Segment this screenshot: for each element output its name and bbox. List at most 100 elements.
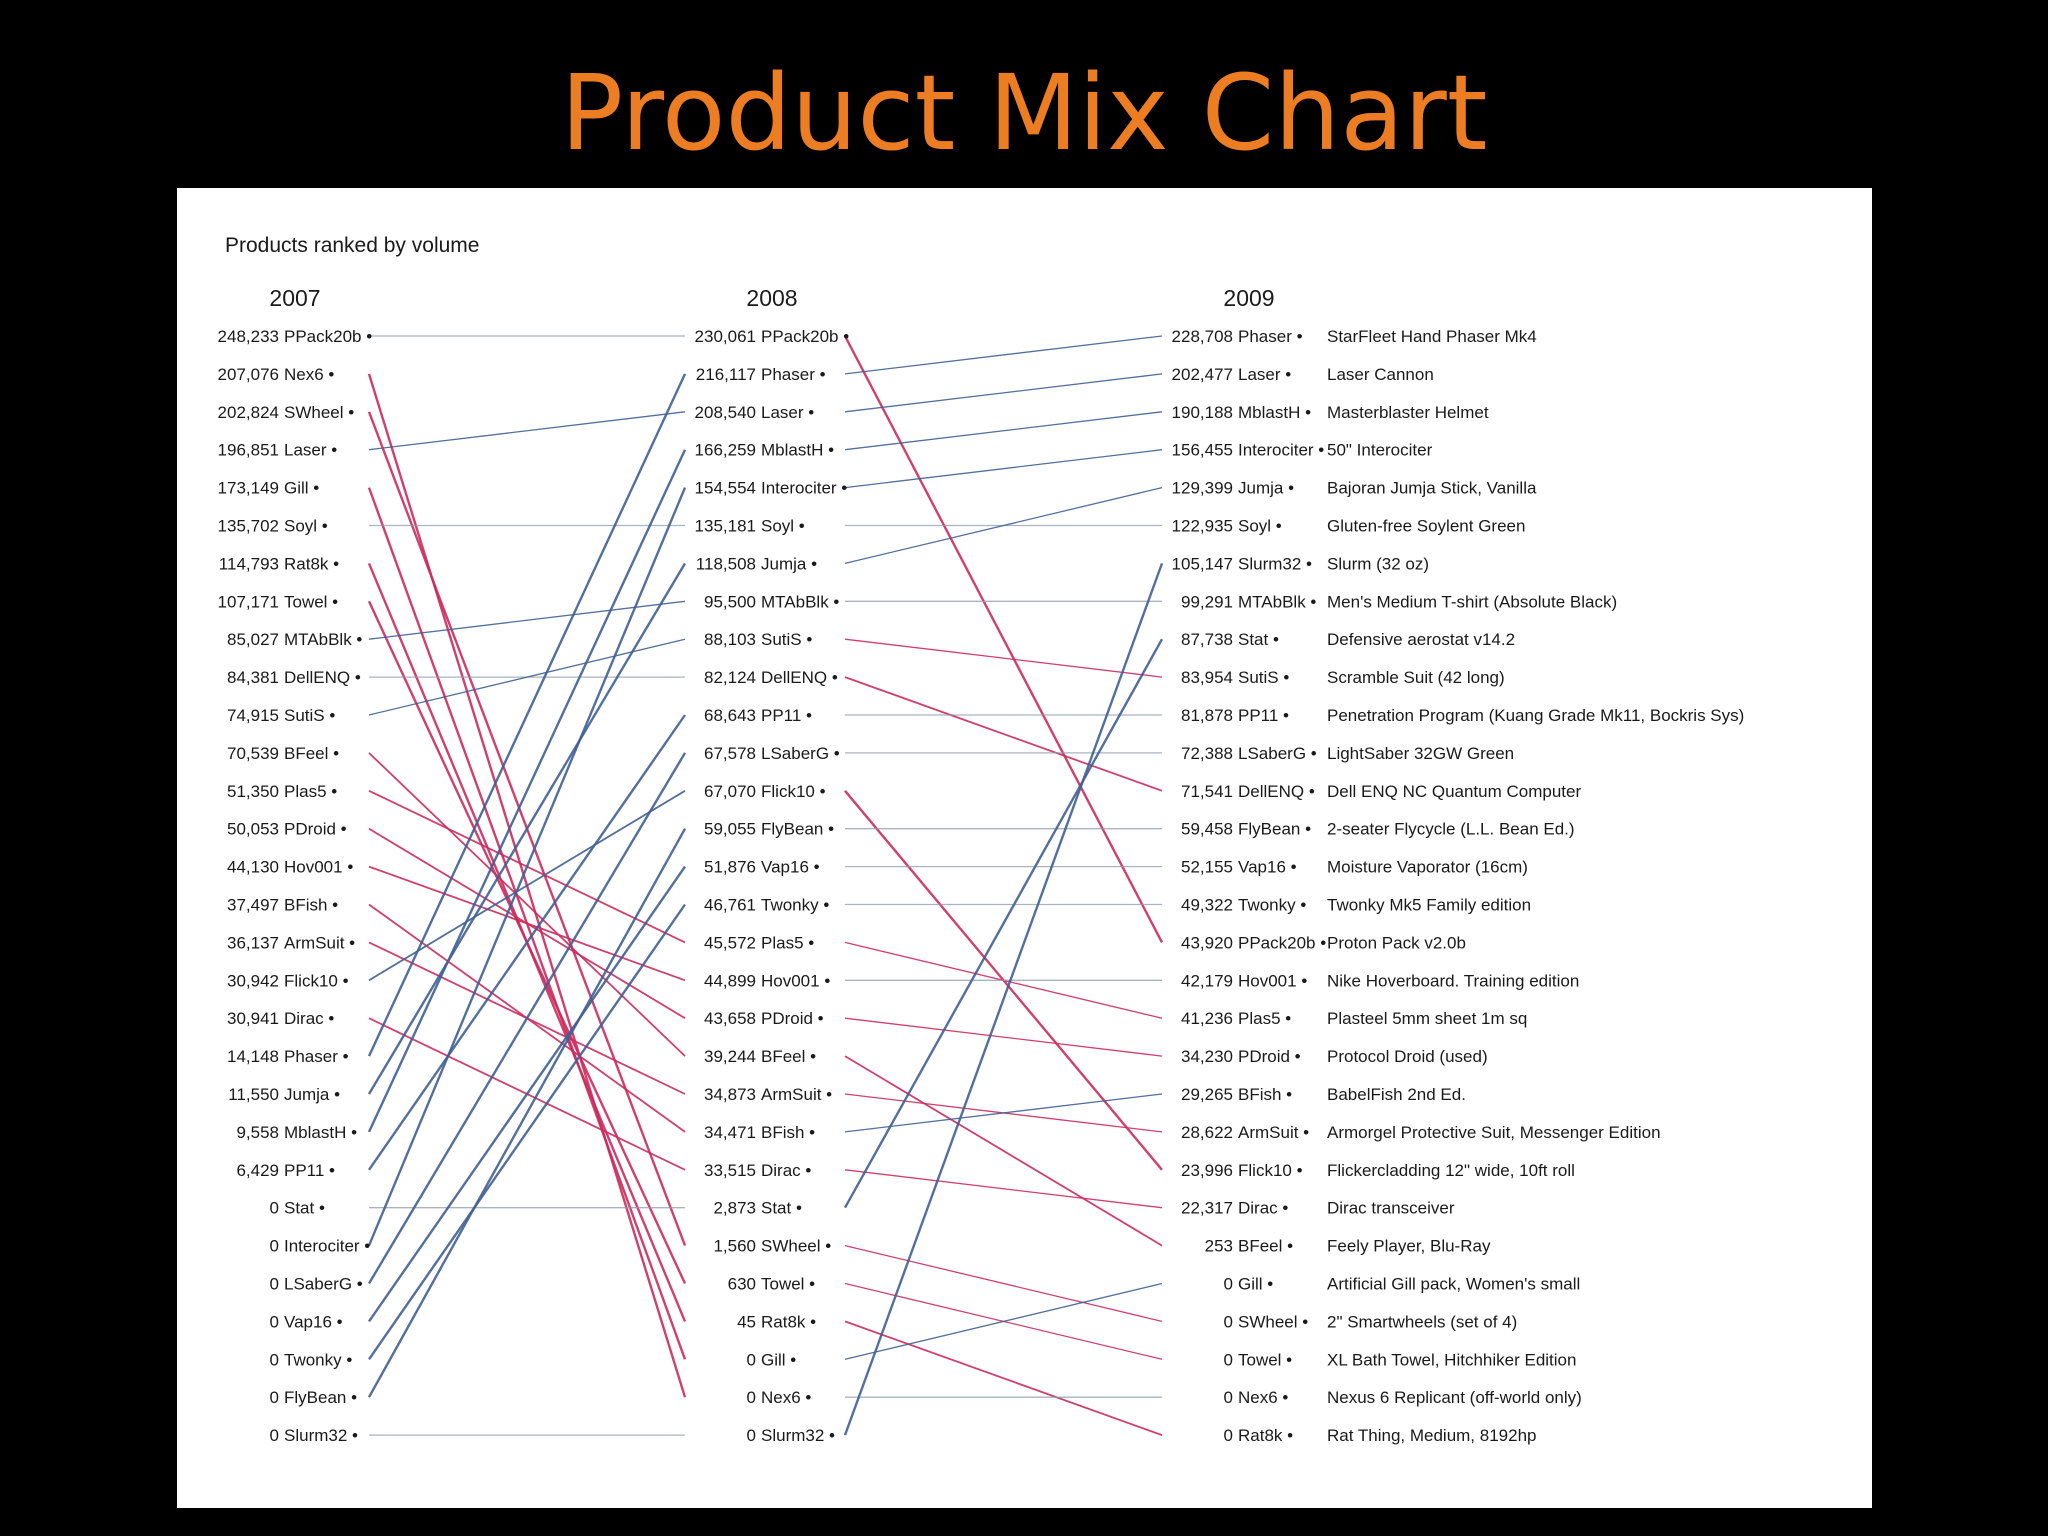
value-label-2009-SutiS: 83,954 (1181, 668, 1233, 687)
value-label-2009-Jumja: 129,399 (1172, 479, 1233, 498)
value-label-2008-SWheel: 1,560 (713, 1237, 756, 1256)
value-label-2009-Gill: 0 (1224, 1275, 1233, 1294)
code-label-2009-BFish: BFish • (1238, 1085, 1292, 1104)
value-label-2008-Laser: 208,540 (695, 403, 756, 422)
value-label-2008-Flick10: 67,070 (704, 782, 756, 801)
desc-label-Towel: XL Bath Towel, Hitchhiker Edition (1327, 1350, 1576, 1369)
code-label-2008-Laser: Laser • (761, 403, 814, 422)
desc-label-Jumja: Bajoran Jumja Stick, Vanilla (1327, 479, 1537, 498)
value-label-2007-FlyBean: 0 (270, 1388, 279, 1407)
code-label-2009-BFeel: BFeel • (1238, 1237, 1293, 1256)
value-label-2007-DellENQ: 84,381 (227, 668, 279, 687)
code-label-2007-PP11: PP11 • (284, 1161, 335, 1180)
year-label-2008: 2008 (746, 285, 797, 311)
value-label-2007-PPack20b: 248,233 (218, 327, 279, 346)
slope-line-2008-Interociter (844, 449, 1163, 489)
value-label-2007-Plas5: 51,350 (227, 782, 279, 801)
code-label-2009-PDroid: PDroid • (1238, 1047, 1301, 1066)
value-label-2007-BFeel: 70,539 (227, 744, 279, 763)
value-label-2008-Nex6: 0 (747, 1388, 756, 1407)
slope-line-2007-Hov001 (368, 865, 686, 982)
desc-label-SutiS: Scramble Suit (42 long) (1327, 668, 1505, 687)
desc-label-Gill: Artificial Gill pack, Women's small (1327, 1275, 1580, 1294)
code-label-2007-Laser: Laser • (284, 441, 337, 460)
value-label-2007-BFish: 37,497 (227, 896, 279, 915)
value-label-2007-Dirac: 30,941 (227, 1009, 279, 1028)
column-labels: 248,233 PPack20b • 207,076 Nex6 • 202,824 SWh… (218, 327, 1745, 1445)
value-label-2008-Hov001: 44,899 (704, 971, 756, 990)
slope-line-2007-Laser (368, 411, 686, 451)
value-label-2008-Twonky: 46,761 (704, 896, 756, 915)
value-label-2008-SutiS: 88,103 (704, 630, 756, 649)
code-label-2009-FlyBean: FlyBean • (1238, 820, 1311, 839)
value-label-2008-PPack20b: 230,061 (695, 327, 756, 346)
value-label-2008-MTAbBlk: 95,500 (704, 592, 756, 611)
desc-label-BFish: BabelFish 2nd Ed. (1327, 1085, 1466, 1104)
value-label-2009-Hov001: 42,179 (1181, 971, 1233, 990)
year-label-2007: 2007 (269, 285, 320, 311)
value-label-2007-SWheel: 202,824 (218, 403, 279, 422)
value-label-2008-Rat8k: 45 (737, 1312, 756, 1331)
code-label-2008-PP11: PP11 • (761, 706, 812, 725)
desc-label-Phaser: StarFleet Hand Phaser Mk4 (1327, 327, 1537, 346)
code-label-2007-Rat8k: Rat8k • (284, 554, 339, 573)
value-label-2009-LSaberG: 72,388 (1181, 744, 1233, 763)
code-label-2007-SWheel: SWheel • (284, 403, 354, 422)
desc-label-Soyl: Gluten-free Soylent Green (1327, 517, 1525, 536)
code-label-2009-Gill: Gill • (1238, 1275, 1273, 1294)
slope-line-2008-Dirac (844, 1169, 1163, 1209)
desc-label-PPack20b: Proton Pack v2.0b (1327, 933, 1466, 952)
value-label-2007-LSaberG: 0 (270, 1275, 279, 1294)
slope-line-2008-SutiS (844, 638, 1163, 678)
value-label-2009-FlyBean: 59,458 (1181, 820, 1233, 839)
code-label-2008-MblastH: MblastH • (761, 441, 834, 460)
value-label-2007-Vap16: 0 (270, 1312, 279, 1331)
slope-chart: Products ranked by volume 2007 2008 2009… (218, 234, 1745, 1445)
code-label-2009-Slurm32: Slurm32 • (1238, 554, 1312, 573)
value-label-2007-Hov001: 44,130 (227, 858, 279, 877)
value-label-2007-Interociter: 0 (270, 1237, 279, 1256)
value-label-2009-DellENQ: 71,541 (1181, 782, 1233, 801)
slope-line-2008-Laser (844, 373, 1163, 413)
code-label-2007-ArmSuit: ArmSuit • (284, 933, 355, 952)
value-label-2009-BFish: 29,265 (1181, 1085, 1233, 1104)
code-label-2008-MTAbBlk: MTAbBlk • (761, 592, 839, 611)
value-label-2009-Laser: 202,477 (1172, 365, 1233, 384)
value-label-2008-Towel: 630 (728, 1275, 756, 1294)
code-label-2009-Plas5: Plas5 • (1238, 1009, 1291, 1028)
value-label-2008-BFish: 34,471 (704, 1123, 756, 1142)
value-label-2008-BFeel: 39,244 (704, 1047, 756, 1066)
slope-line-2008-Slurm32 (843, 562, 1164, 1436)
chart-panel: Products ranked by volume 2007 2008 2009… (177, 188, 1872, 1508)
slope-line-2008-SWheel (844, 1244, 1163, 1323)
desc-label-DellENQ: Dell ENQ NC Quantum Computer (1327, 782, 1581, 801)
desc-label-Hov001: Nike Hoverboard. Training edition (1327, 971, 1579, 990)
value-label-2009-Vap16: 52,155 (1181, 858, 1233, 877)
value-label-2008-Vap16: 51,876 (704, 858, 756, 877)
desc-label-PDroid: Protocol Droid (used) (1327, 1047, 1488, 1066)
slope-line-2007-Phaser (367, 373, 687, 1057)
value-label-2008-Soyl: 135,181 (695, 517, 756, 536)
code-label-2009-MblastH: MblastH • (1238, 403, 1311, 422)
slope-line-2007-Vap16 (368, 865, 686, 1323)
value-label-2008-Jumja: 118,508 (696, 554, 756, 573)
value-label-2009-MTAbBlk: 99,291 (1181, 592, 1233, 611)
code-label-2007-SutiS: SutiS • (284, 706, 335, 725)
slope-line-2008-BFish (844, 1093, 1163, 1133)
slope-line-2008-MblastH (844, 411, 1163, 451)
value-label-2009-Plas5: 41,236 (1181, 1009, 1233, 1028)
slope-line-2007-Flick10 (368, 790, 686, 982)
desc-label-Laser: Laser Cannon (1327, 365, 1434, 384)
desc-label-MTAbBlk: Men's Medium T-shirt (Absolute Black) (1327, 592, 1617, 611)
value-label-2007-Flick10: 30,942 (227, 971, 279, 990)
code-label-2007-DellENQ: DellENQ • (284, 668, 361, 687)
code-label-2007-MTAbBlk: MTAbBlk • (284, 630, 362, 649)
value-label-2009-Phaser: 228,708 (1172, 327, 1233, 346)
value-label-2007-SutiS: 74,915 (227, 706, 279, 725)
desc-label-Rat8k: Rat Thing, Medium, 8192hp (1327, 1426, 1536, 1445)
value-label-2009-Dirac: 22,317 (1181, 1199, 1233, 1218)
code-label-2007-BFish: BFish • (284, 896, 338, 915)
value-label-2007-Rat8k: 114,793 (219, 554, 279, 573)
value-label-2007-MTAbBlk: 85,027 (227, 630, 279, 649)
slope-line-2008-Jumja (844, 486, 1163, 565)
